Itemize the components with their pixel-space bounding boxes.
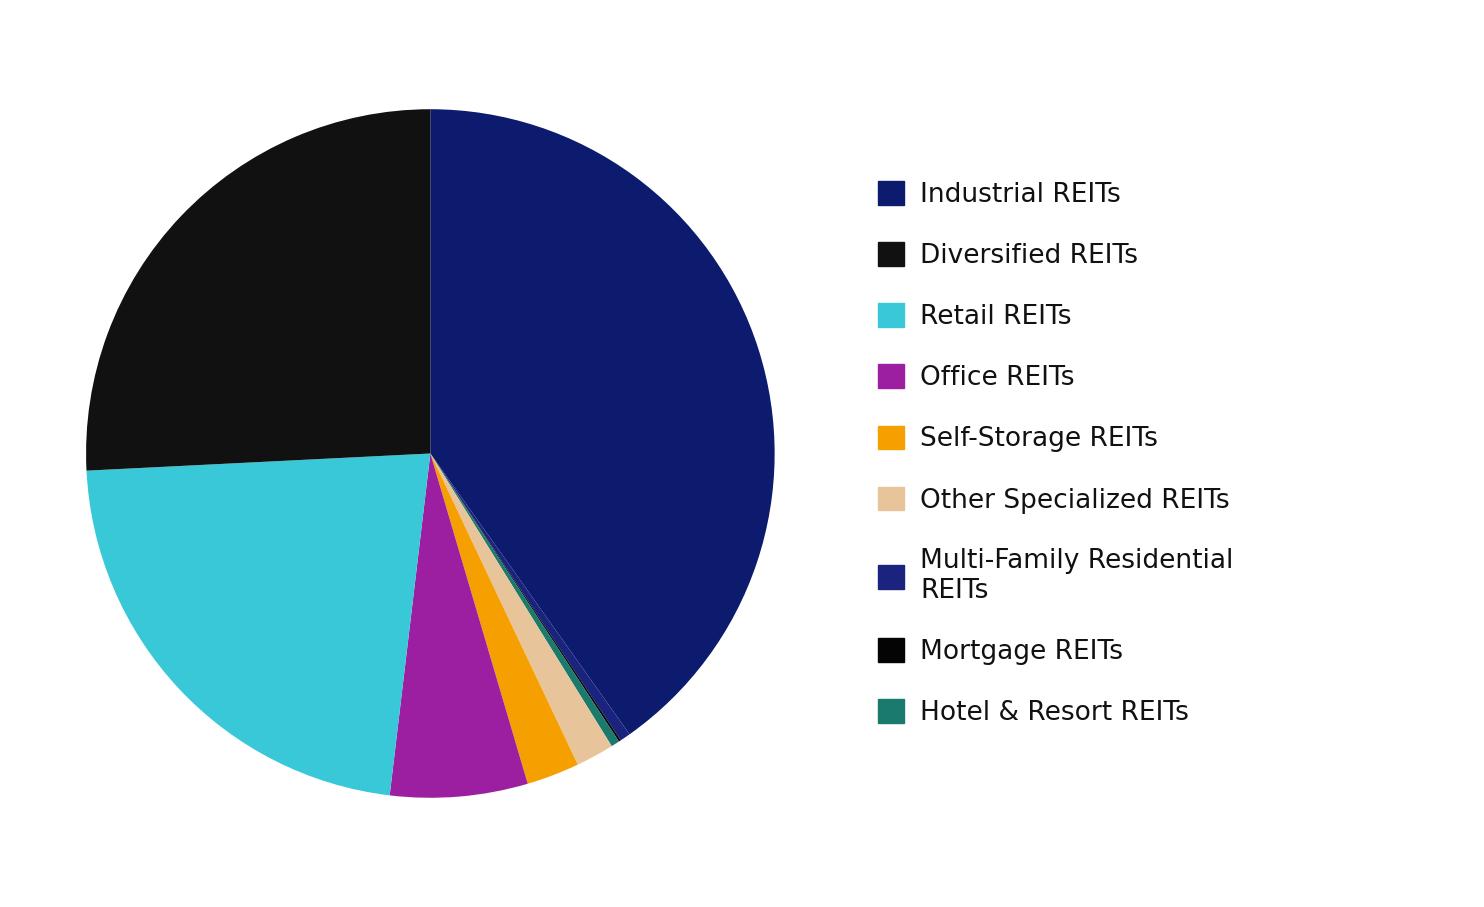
Wedge shape <box>430 454 629 740</box>
Wedge shape <box>86 454 430 795</box>
Wedge shape <box>86 109 430 471</box>
Wedge shape <box>430 454 577 784</box>
Wedge shape <box>430 454 619 746</box>
Wedge shape <box>390 454 528 798</box>
Wedge shape <box>430 109 775 735</box>
Wedge shape <box>430 454 620 742</box>
Wedge shape <box>430 454 611 765</box>
Legend: Industrial REITs, Diversified REITs, Retail REITs, Office REITs, Self-Storage RE: Industrial REITs, Diversified REITs, Ret… <box>879 180 1233 727</box>
